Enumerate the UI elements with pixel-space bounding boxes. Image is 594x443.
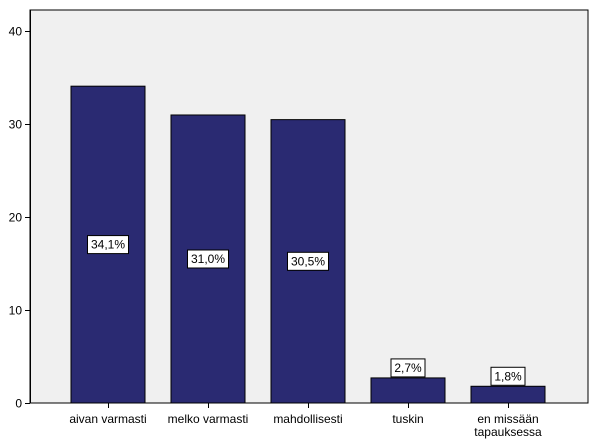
data-label-box xyxy=(390,358,426,378)
bars xyxy=(70,85,546,404)
x-category-label: aivan varmasti xyxy=(69,412,146,426)
data-label: 30,5% xyxy=(287,251,329,271)
x-axis-labels: aivan varmasti melko varmasti mahdollisest… xyxy=(69,403,542,439)
data-label: 31,0% xyxy=(187,249,229,269)
data-label-text: 2,7% xyxy=(394,361,422,375)
data-labels: 34,1% 31,0% 30,5% 2,7% 1,8% xyxy=(87,235,526,386)
data-label: 1,8% xyxy=(490,366,526,386)
x-category-label: melko varmasti xyxy=(168,412,249,426)
y-tick-label: 30 xyxy=(9,118,23,132)
x-category-label: tapauksessa xyxy=(474,425,542,439)
x-category-label: mahdollisesti xyxy=(273,412,342,426)
data-label-box xyxy=(287,251,329,271)
bar xyxy=(370,377,446,404)
y-tick-label: 40 xyxy=(9,25,23,39)
data-label-box xyxy=(490,366,526,386)
x-category-label: en missään xyxy=(477,412,538,426)
bar xyxy=(470,385,546,404)
data-label: 2,7% xyxy=(390,358,426,378)
data-label-box xyxy=(87,235,129,255)
data-label-box xyxy=(187,249,229,269)
x-category-label: tuskin xyxy=(392,412,423,426)
y-tick-label: 0 xyxy=(15,397,22,411)
y-tick-label: 10 xyxy=(9,304,23,318)
data-label-text: 30,5% xyxy=(291,254,325,268)
y-axis-ticks: 0 10 20 30 40 xyxy=(9,25,30,411)
data-label-text: 1,8% xyxy=(494,369,522,383)
data-label-text: 34,1% xyxy=(91,238,125,252)
y-tick-label: 20 xyxy=(9,211,23,225)
data-label: 34,1% xyxy=(87,235,129,255)
data-label-text: 31,0% xyxy=(191,252,225,266)
